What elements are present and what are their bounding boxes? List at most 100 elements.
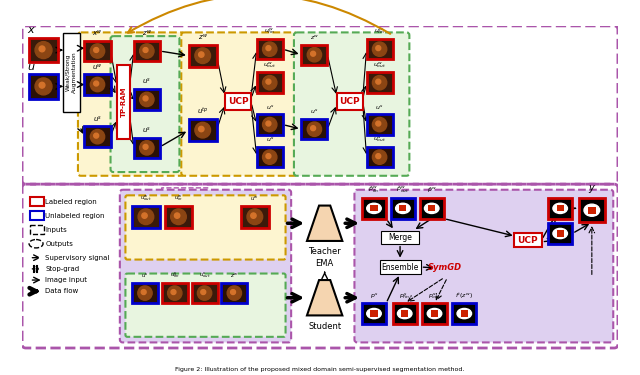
FancyBboxPatch shape [355, 190, 613, 342]
Bar [132, 206, 160, 228]
Bar [371, 205, 378, 212]
Text: $\hat{p}^{w}$: $\hat{p}^{w}$ [427, 186, 436, 195]
Circle shape [140, 44, 154, 58]
Text: Ensemble: Ensemble [381, 262, 419, 272]
Bar [162, 283, 188, 303]
Bar [189, 45, 217, 67]
Text: $p_{fin}^{s}$: $p_{fin}^{s}$ [399, 291, 410, 300]
Bar [134, 89, 160, 110]
Circle shape [141, 290, 146, 294]
Bar [588, 207, 596, 214]
Circle shape [372, 117, 387, 132]
Circle shape [143, 48, 148, 53]
Circle shape [35, 78, 52, 95]
Bar [191, 283, 218, 303]
Circle shape [90, 77, 105, 92]
Circle shape [251, 213, 256, 218]
Text: $u_{out}^{w}$: $u_{out}^{w}$ [140, 193, 152, 203]
Bar [461, 310, 468, 316]
Bar [134, 41, 160, 61]
Circle shape [266, 79, 271, 84]
Circle shape [310, 126, 316, 130]
Bar [132, 206, 160, 228]
Ellipse shape [553, 228, 568, 238]
Ellipse shape [553, 203, 568, 213]
Text: $u_{out}^{s}$: $u_{out}^{s}$ [198, 270, 211, 280]
FancyBboxPatch shape [125, 273, 285, 337]
Circle shape [195, 122, 211, 138]
Circle shape [143, 96, 148, 101]
Text: Student: Student [308, 322, 341, 331]
Circle shape [307, 48, 321, 62]
Bar [164, 206, 193, 228]
Text: EMA: EMA [316, 259, 334, 268]
Circle shape [201, 290, 205, 294]
Ellipse shape [428, 308, 442, 319]
Text: $u_{fin}^{s}$: $u_{fin}^{s}$ [170, 270, 180, 280]
Bar [189, 45, 217, 67]
Bar [301, 119, 328, 140]
Circle shape [266, 46, 271, 51]
Bar [392, 303, 417, 324]
Bar [301, 119, 328, 140]
Circle shape [230, 290, 236, 294]
Bar [134, 41, 160, 61]
Bar [367, 147, 392, 167]
Bar [362, 303, 386, 324]
Circle shape [198, 52, 204, 57]
Bar [428, 205, 435, 212]
Text: $z^{w}$: $z^{w}$ [310, 33, 319, 42]
Circle shape [247, 209, 262, 225]
Circle shape [376, 154, 381, 159]
Bar [362, 198, 386, 219]
Text: $z^{w}$: $z^{w}$ [142, 28, 152, 38]
Bar [257, 39, 283, 59]
Bar [225, 93, 251, 110]
Bar [132, 283, 158, 303]
FancyBboxPatch shape [111, 36, 179, 172]
Ellipse shape [367, 308, 381, 319]
Text: Merge: Merge [388, 233, 412, 242]
Bar [257, 114, 283, 135]
Bar [514, 232, 541, 248]
Circle shape [310, 51, 316, 56]
Bar [380, 261, 420, 273]
Circle shape [39, 46, 45, 52]
Polygon shape [307, 280, 342, 315]
Text: $z^{w}$: $z^{w}$ [230, 272, 239, 280]
Circle shape [175, 213, 180, 218]
Bar [84, 41, 111, 61]
Circle shape [376, 46, 381, 51]
Bar [29, 74, 58, 99]
Bar [367, 39, 392, 59]
Text: $u^{s}$: $u^{s}$ [142, 76, 152, 86]
Ellipse shape [367, 203, 381, 213]
Text: $u^{s}$: $u^{s}$ [310, 108, 319, 116]
Circle shape [227, 286, 241, 300]
Circle shape [376, 121, 381, 126]
Circle shape [140, 141, 154, 155]
Bar [422, 303, 447, 324]
Bar [257, 72, 283, 93]
Circle shape [266, 121, 271, 126]
Circle shape [376, 79, 381, 84]
Text: $u^{s}$: $u^{s}$ [376, 104, 384, 111]
Text: UCP: UCP [228, 97, 248, 106]
Bar [367, 72, 392, 93]
Bar [134, 138, 160, 158]
Bar [257, 39, 283, 59]
Bar [420, 198, 444, 219]
Text: $\hat{p}_{fin}^{w}$: $\hat{p}_{fin}^{w}$ [369, 185, 380, 195]
Text: $u^{s}$: $u^{s}$ [141, 272, 149, 280]
Ellipse shape [396, 203, 410, 213]
Text: $u^{w}$: $u^{w}$ [92, 62, 103, 72]
Bar [362, 198, 386, 219]
Circle shape [197, 286, 212, 300]
Bar [548, 198, 572, 219]
Bar [84, 126, 111, 147]
Bar [579, 198, 605, 222]
Bar [84, 126, 111, 147]
Circle shape [372, 150, 387, 164]
Circle shape [90, 44, 105, 58]
Circle shape [93, 48, 99, 53]
